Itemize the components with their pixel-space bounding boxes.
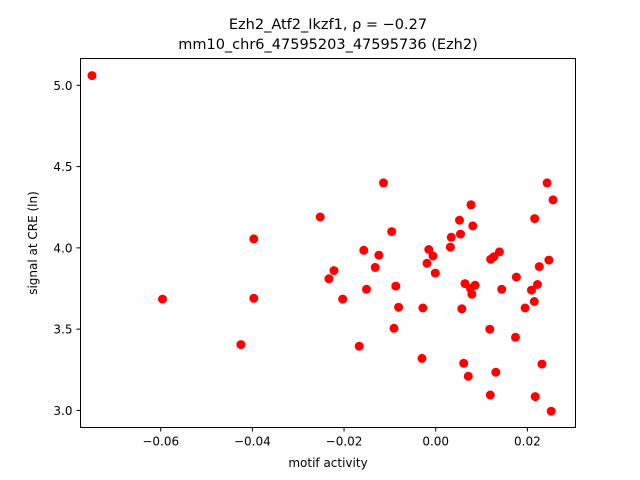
y-tick-label: 4.0 bbox=[53, 241, 72, 255]
data-point bbox=[485, 324, 495, 334]
data-point bbox=[430, 268, 440, 278]
data-point bbox=[459, 358, 469, 368]
data-point bbox=[455, 215, 464, 225]
data-point bbox=[467, 289, 477, 299]
data-point bbox=[329, 266, 339, 276]
points-layer bbox=[87, 71, 558, 416]
x-tick-label: −0.04 bbox=[234, 435, 271, 449]
data-point bbox=[527, 285, 536, 295]
data-point bbox=[533, 280, 542, 289]
x-tick-label: −0.06 bbox=[142, 435, 179, 449]
x-tick-label: −0.02 bbox=[326, 435, 363, 449]
y-axis-label: signal at CRE (ln) bbox=[26, 191, 40, 295]
data-point bbox=[387, 227, 397, 237]
data-point bbox=[546, 406, 556, 416]
data-point bbox=[418, 303, 428, 313]
data-point bbox=[485, 390, 495, 400]
x-axis-label: motif activity bbox=[288, 456, 367, 470]
data-point bbox=[389, 323, 399, 333]
data-point bbox=[530, 392, 540, 402]
data-point bbox=[466, 200, 476, 210]
data-point bbox=[359, 245, 369, 255]
data-point bbox=[445, 242, 455, 252]
data-point bbox=[446, 232, 456, 242]
data-point bbox=[417, 353, 427, 363]
data-point bbox=[520, 303, 530, 313]
data-point bbox=[87, 71, 97, 81]
data-point bbox=[456, 229, 465, 239]
data-point bbox=[324, 274, 334, 284]
data-point bbox=[249, 234, 259, 244]
data-point bbox=[370, 262, 380, 272]
data-point bbox=[158, 294, 167, 304]
data-point bbox=[548, 195, 558, 205]
data-point bbox=[491, 367, 501, 377]
y-tick-label: 5.0 bbox=[53, 79, 72, 93]
data-point bbox=[463, 371, 473, 381]
data-point bbox=[494, 247, 504, 257]
data-point bbox=[249, 293, 259, 303]
y-tick-label: 3.5 bbox=[53, 323, 72, 337]
data-point bbox=[511, 272, 521, 282]
data-point bbox=[529, 297, 539, 306]
data-point bbox=[315, 212, 325, 222]
data-point bbox=[511, 332, 520, 342]
data-point bbox=[374, 250, 384, 260]
data-point bbox=[537, 359, 547, 369]
data-point bbox=[391, 281, 401, 291]
y-tick-label: 4.5 bbox=[53, 160, 72, 174]
data-point bbox=[362, 284, 371, 294]
plot-frame bbox=[80, 58, 576, 428]
x-tick-label: 0.02 bbox=[514, 435, 541, 449]
data-point bbox=[428, 251, 438, 261]
chart-title-line1: Ezh2_Atf2_Ikzf1, ρ = −0.27 bbox=[229, 17, 427, 33]
y-tick-label: 3.0 bbox=[53, 404, 72, 418]
data-point bbox=[497, 284, 507, 294]
data-point bbox=[236, 340, 246, 350]
data-point bbox=[394, 302, 404, 312]
data-point bbox=[542, 178, 552, 188]
y-axis-ticks: 3.0 3.5 4.0 4.5 5.0 bbox=[53, 79, 81, 418]
data-point bbox=[424, 245, 434, 254]
data-point bbox=[354, 341, 364, 351]
data-point bbox=[338, 294, 348, 304]
chart-title-line2: mm10_chr6_47595203_47595736 (Ezh2) bbox=[178, 37, 478, 53]
data-point bbox=[530, 214, 540, 224]
data-point bbox=[534, 262, 544, 272]
x-tick-label: 0.00 bbox=[422, 435, 449, 449]
data-point bbox=[457, 304, 467, 314]
x-axis-ticks: −0.06 −0.04 −0.02 0.00 0.02 bbox=[142, 427, 541, 449]
data-point bbox=[468, 221, 478, 231]
data-point bbox=[544, 255, 554, 265]
data-point bbox=[379, 178, 388, 188]
data-point bbox=[470, 280, 480, 290]
data-point bbox=[422, 258, 432, 268]
